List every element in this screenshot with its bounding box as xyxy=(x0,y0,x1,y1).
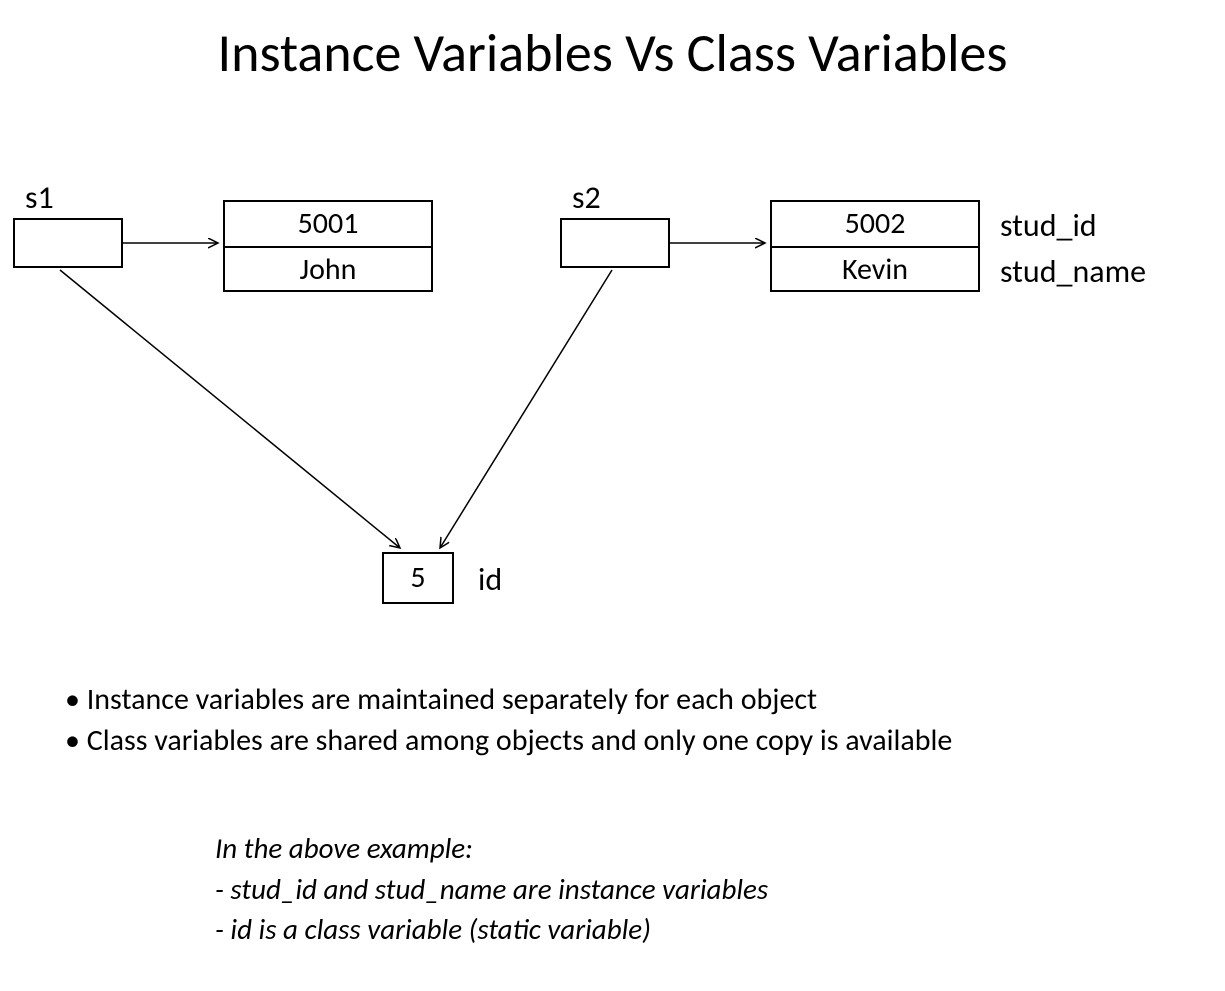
bullet-1: • Instance variables are maintained sepa… xyxy=(65,680,952,721)
object1-box: 5001 John xyxy=(223,200,433,292)
stud-id-field-label: stud_id xyxy=(1000,206,1097,245)
object2-stud-name: Kevin xyxy=(772,246,978,290)
stud-name-field-label: stud_name xyxy=(1000,252,1146,291)
s2-label: s2 xyxy=(572,178,601,217)
s2-box xyxy=(560,218,670,268)
s1-box xyxy=(13,218,123,268)
example-line-3: - id is a class variable (static variabl… xyxy=(215,909,768,950)
object2-box: 5002 Kevin xyxy=(770,200,980,292)
object1-stud-name: John xyxy=(225,246,431,290)
example-line-2: - stud_id and stud_name are instance var… xyxy=(215,869,768,910)
arrow-s1-to-id xyxy=(60,270,400,548)
arrow-s2-to-id xyxy=(440,270,612,548)
object2-stud-id: 5002 xyxy=(772,202,978,246)
bullet-2: • Class variables are shared among objec… xyxy=(65,721,952,762)
bullet-list: • Instance variables are maintained sepa… xyxy=(65,680,952,761)
example-line-1: In the above example: xyxy=(215,828,768,869)
id-box: 5 xyxy=(382,552,454,604)
page-title: Instance Variables Vs Class Variables xyxy=(0,20,1225,86)
s1-label: s1 xyxy=(25,178,54,217)
example-block: In the above example: - stud_id and stud… xyxy=(215,828,768,950)
object1-stud-id: 5001 xyxy=(225,202,431,246)
id-label: id xyxy=(478,560,502,599)
